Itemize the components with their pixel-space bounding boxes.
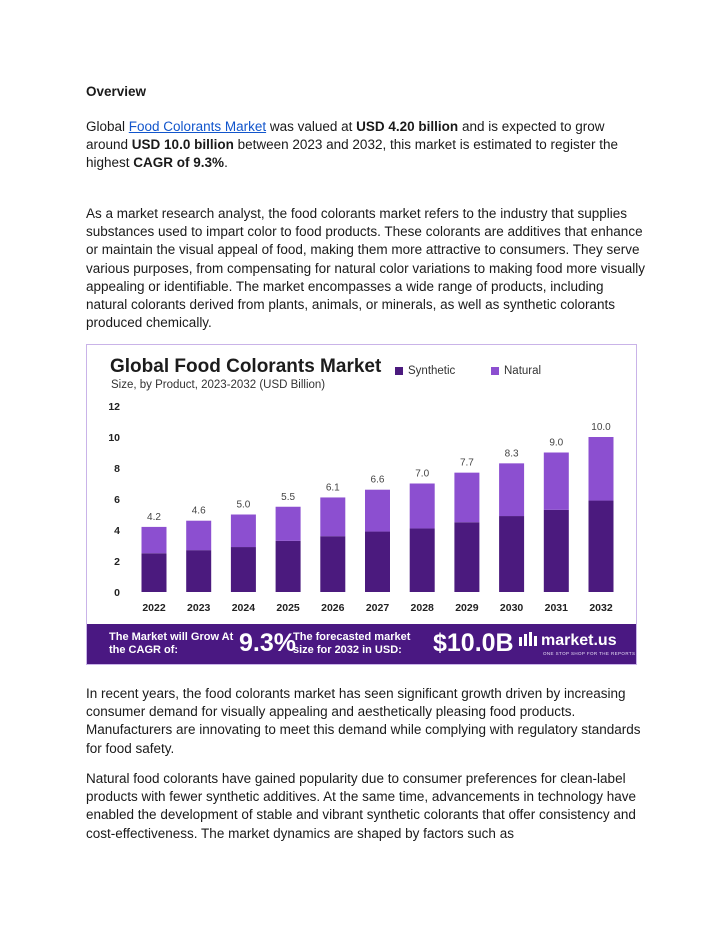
x-tick-label: 2032 (589, 602, 613, 614)
market-us-logo: market.us (519, 632, 617, 650)
x-tick-label: 2025 (276, 602, 300, 614)
bold-value: USD 4.20 billion (356, 119, 459, 134)
bar-synthetic (365, 531, 390, 592)
bar-total-label: 4.6 (192, 506, 206, 517)
bar-synthetic (543, 509, 569, 592)
bar-synthetic (454, 522, 480, 592)
x-tick-label: 2023 (187, 602, 211, 614)
bar-natural (141, 526, 167, 554)
x-tick-label: 2022 (142, 602, 166, 614)
bar-total-label: 4.2 (147, 512, 161, 523)
y-tick-label: 12 (108, 401, 120, 413)
bar-total-label: 7.0 (415, 469, 429, 480)
x-tick-label: 2029 (455, 602, 479, 614)
bar-synthetic (409, 528, 435, 592)
legend-label: Synthetic (408, 365, 456, 377)
chart-title: Global Food Colorants Market (110, 356, 382, 377)
y-tick-label: 6 (114, 494, 120, 506)
bar-natural (499, 463, 525, 517)
bar-total-label: 6.1 (326, 482, 340, 493)
bold-value: CAGR of 9.3% (133, 155, 225, 171)
bold-value: USD 10.0 billion (131, 137, 234, 153)
chart-subtitle: Size, by Product, 2023-2032 (USD Billion… (111, 379, 326, 391)
market-chart: Global Food Colorants Market Size, by Pr… (86, 344, 637, 665)
bar-natural (230, 514, 256, 548)
bar-natural (275, 506, 301, 541)
bar-natural (365, 489, 390, 532)
intro-text: and is expected to grow around (86, 119, 605, 153)
legend-natural: Natural (491, 365, 541, 377)
y-tick-label: 8 (114, 463, 120, 475)
intro-text: between 2023 and 2032, this market is es… (86, 137, 619, 171)
bar-synthetic (499, 516, 525, 592)
intro-text: was valued at (266, 119, 357, 134)
growth-paragraph: In recent years, the food colorants mark… (86, 686, 641, 756)
banner-cagr-label: The Market will Grow At the CAGR of: (109, 631, 234, 656)
logo-tagline: ONE STOP SHOP FOR THE REPORTS (543, 651, 636, 656)
y-tick-label: 10 (108, 432, 120, 444)
bar-synthetic (320, 536, 346, 592)
bar-synthetic (275, 540, 301, 592)
logo-text: market.us (541, 632, 617, 649)
legend-swatch (491, 367, 499, 375)
x-tick-label: 2030 (500, 602, 524, 614)
x-tick-label: 2027 (366, 602, 390, 614)
x-tick-label: 2024 (232, 602, 256, 614)
natural-colorants-paragraph: Natural food colorants have gained popul… (86, 771, 637, 841)
bar-synthetic (588, 500, 614, 592)
bar-synthetic (230, 547, 256, 592)
bar-natural (320, 497, 346, 537)
bar-total-label: 6.6 (371, 475, 385, 486)
bar-natural (409, 483, 435, 529)
logo-icon (519, 632, 537, 646)
bar-synthetic (141, 553, 167, 592)
bar-natural (186, 520, 212, 551)
intro-paragraph: Global Food Colorants Market was valued … (86, 118, 646, 173)
bar-total-label: 8.3 (505, 448, 519, 459)
food-colorants-market-link[interactable]: Food Colorants Market (128, 119, 267, 134)
y-tick-label: 4 (114, 525, 120, 537)
bar-total-label: 7.7 (460, 458, 474, 469)
legend-label: Natural (504, 365, 542, 377)
y-tick-label: 0 (114, 587, 120, 599)
legend-synthetic: Synthetic (395, 365, 455, 377)
x-tick-label: 2026 (321, 602, 345, 614)
banner-forecast-label: The forecasted market size for 2032 in U… (293, 631, 411, 656)
bar-total-label: 5.5 (281, 492, 295, 503)
y-tick-label: 2 (114, 556, 120, 568)
bar-plot: 0 2 4 6 8 10 12 4.2 2022 4.6 2023 5.0 2024 5.5 2025 6.1… (108, 401, 614, 614)
x-tick-label: 2031 (545, 602, 569, 614)
banner-forecast-value: $10.0B (433, 629, 514, 657)
banner-cagr-value: 9.3% (239, 629, 296, 657)
bar-total-label: 5.0 (236, 500, 250, 511)
cagr-banner: The Market will Grow At the CAGR of: 9.3… (87, 624, 636, 664)
intro-text: Global (86, 119, 129, 134)
bar-synthetic (186, 550, 212, 592)
bar-natural (588, 437, 614, 501)
bar-natural (543, 452, 569, 510)
bar-natural (454, 472, 480, 523)
bar-total-label: 10.0 (591, 422, 611, 433)
section-heading: Overview (86, 84, 147, 99)
bar-total-label: 9.0 (549, 438, 563, 449)
x-tick-label: 2028 (411, 602, 435, 614)
legend-swatch (395, 367, 403, 375)
intro-text: . (224, 155, 228, 171)
definition-paragraph: As a market research analyst, the food c… (86, 206, 646, 331)
